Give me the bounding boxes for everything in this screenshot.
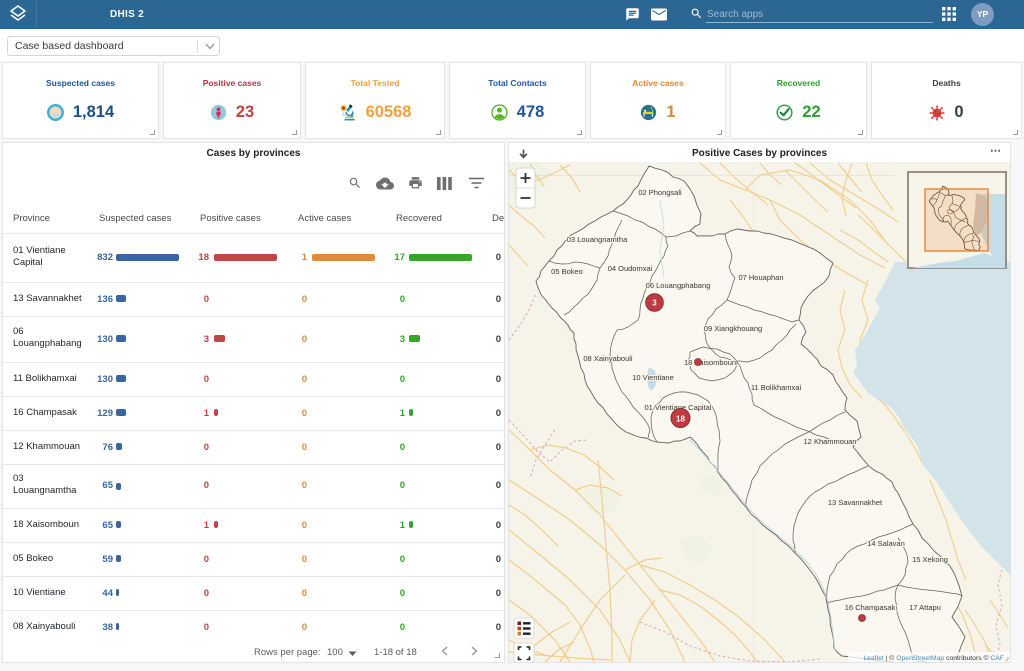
svg-text:16 Champasak: 16 Champasak <box>845 603 896 612</box>
svg-text:18: 18 <box>676 415 685 424</box>
svg-text:10 Vientiane: 10 Vientiane <box>632 373 674 382</box>
svg-text:06 Louangphabang: 06 Louangphabang <box>646 281 711 290</box>
svg-text:15 Xekong: 15 Xekong <box>912 555 948 564</box>
svg-text:13 Savannakhet: 13 Savannakhet <box>828 498 883 507</box>
svg-text:05 Bokeo: 05 Bokeo <box>551 267 583 276</box>
svg-text:07 Houaphan: 07 Houaphan <box>738 273 783 282</box>
svg-text:04 Oudomxai: 04 Oudomxai <box>608 264 653 273</box>
svg-text:02 Phongsali: 02 Phongsali <box>638 188 682 197</box>
svg-text:08 Xainyabouli: 08 Xainyabouli <box>583 354 633 363</box>
svg-text:01 Vientiane Capital: 01 Vientiane Capital <box>645 403 712 412</box>
svg-text:09 Xiangkhouang: 09 Xiangkhouang <box>704 324 762 333</box>
svg-text:11 Bolikhamxai: 11 Bolikhamxai <box>751 383 802 392</box>
svg-text:18 Xaisomboun: 18 Xaisomboun <box>684 358 736 367</box>
svg-text:12 Khammouan: 12 Khammouan <box>804 437 857 446</box>
svg-text:3: 3 <box>652 299 657 308</box>
svg-text:17 Attapu: 17 Attapu <box>909 603 941 612</box>
svg-text:03 Louangnamtha: 03 Louangnamtha <box>567 235 628 244</box>
svg-text:14 Salavan: 14 Salavan <box>867 539 905 548</box>
svg-text:Leaflet | © OpenStreetMap cont: Leaflet | © OpenStreetMap contributors ©… <box>863 654 1004 662</box>
